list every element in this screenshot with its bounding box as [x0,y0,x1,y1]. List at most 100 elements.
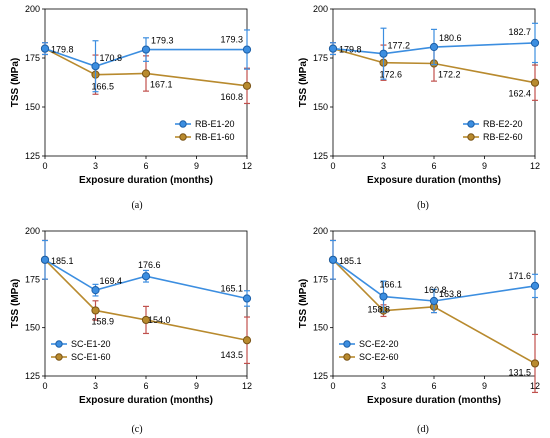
legend-label: SC-E2-60 [359,352,399,362]
y-tick-label: 125 [313,371,328,381]
data-point [429,296,439,306]
legend-label: SC-E1-20 [71,339,111,349]
legend-swatch-marker [55,353,63,361]
legend-label: RB-E2-60 [483,132,523,142]
y-tick-label: 125 [25,151,40,161]
panel-caption: (a) [131,200,142,211]
x-tick-label: 3 [93,381,98,391]
data-label: 165.1 [220,283,243,293]
data-label: 160.8 [424,285,447,295]
data-point [530,281,540,291]
x-tick-label: 0 [42,381,47,391]
data-label: 163.8 [439,289,462,299]
data-point [242,45,252,54]
data-label: 143.5 [220,350,243,360]
y-tick-label: 200 [25,4,40,14]
y-tick-label: 200 [313,4,328,14]
y-tick-label: 125 [25,371,40,381]
x-tick-label: 6 [143,381,148,391]
data-point [242,81,252,90]
x-axis-label: Exposure duration (months) [79,175,213,186]
y-axis-label: TSS (MPa) [298,279,309,328]
legend-swatch-marker [179,120,187,128]
panel-caption: (d) [417,424,429,435]
legend-swatch-marker [467,120,475,128]
data-label: 185.1 [339,256,362,266]
data-point [91,62,100,71]
data-point [242,294,252,303]
panel-caption: (b) [417,200,429,211]
x-tick-label: 3 [93,161,98,171]
data-point [141,315,151,325]
y-tick-label: 175 [25,274,40,284]
legend-label: RB-E1-60 [195,132,235,142]
data-label: 167.1 [150,79,173,89]
data-label: 179.3 [220,35,243,45]
data-label: 158.8 [368,305,391,315]
data-point [328,255,338,264]
data-label: 179.8 [339,45,362,55]
series-line [44,47,247,68]
series-line [44,259,248,342]
y-axis-label: TSS (MPa) [10,279,21,328]
y-tick-label: 175 [313,274,328,284]
data-label: 179.3 [151,36,174,46]
data-point [141,45,151,54]
data-label: 170.8 [100,53,123,63]
x-tick-label: 6 [143,161,148,171]
data-label: 169.4 [100,276,123,286]
x-tick-label: 0 [42,161,47,171]
x-tick-label: 9 [482,381,487,391]
y-tick-label: 175 [313,53,328,63]
data-point [91,286,100,295]
y-tick-label: 150 [25,323,40,333]
x-tick-label: 12 [242,381,252,391]
data-label: 177.2 [388,41,411,51]
data-point [141,272,151,281]
data-label: 185.1 [51,256,74,266]
y-tick-label: 150 [313,323,328,333]
y-tick-label: 125 [313,151,328,161]
data-point [40,44,50,53]
series-line [332,259,536,365]
data-point [242,336,252,345]
x-axis-label: Exposure duration (months) [367,175,501,186]
series-line [332,259,536,302]
data-label: 158.9 [92,316,115,326]
data-label: 172.2 [438,69,461,79]
series-line [332,42,536,55]
x-tick-label: 9 [194,381,199,391]
data-point [328,44,338,53]
data-point [91,306,100,315]
series-line [44,47,248,87]
data-point [530,78,540,87]
legend-swatch-marker [55,340,63,348]
data-label: 166.1 [380,280,403,290]
x-tick-label: 3 [381,161,386,171]
y-tick-label: 150 [313,102,328,112]
data-label: 154.0 [148,315,171,325]
data-point [530,38,540,48]
y-tick-label: 150 [25,102,40,112]
data-label: 160.8 [220,92,243,102]
data-label: 176.6 [138,260,161,270]
x-tick-label: 0 [330,161,335,171]
data-point [40,255,50,264]
series-line [44,259,248,300]
legend-swatch-marker [467,133,475,141]
x-tick-label: 6 [431,161,436,171]
data-point [141,69,151,78]
x-tick-label: 6 [431,381,436,391]
legend-label: SC-E1-60 [71,352,111,362]
y-tick-label: 175 [25,53,40,63]
legend-swatch-marker [343,340,351,348]
x-tick-label: 0 [330,381,335,391]
y-tick-label: 200 [313,226,328,236]
legend-swatch-marker [179,133,187,141]
panel-caption: (c) [131,424,142,435]
legend-label: RB-E1-20 [195,119,235,129]
